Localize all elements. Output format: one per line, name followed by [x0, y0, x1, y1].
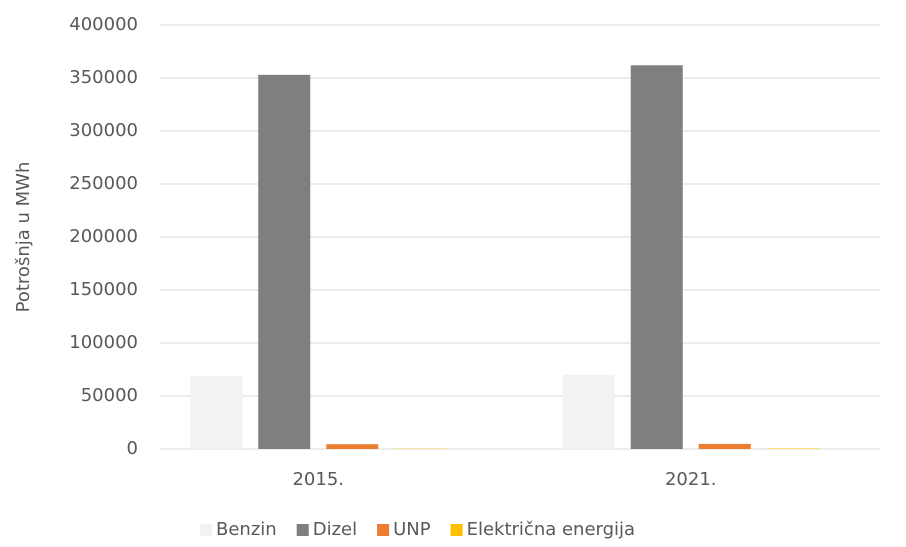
legend-label: Benzin	[216, 519, 277, 540]
legend-swatch	[200, 524, 212, 536]
bar	[767, 448, 819, 449]
x-tick-label: 2021.	[665, 469, 717, 490]
legend-label: Električna energija	[467, 519, 636, 540]
bar	[258, 75, 310, 449]
y-tick-label: 250000	[69, 173, 138, 194]
y-axis-title: Potrošnja u MWh	[13, 162, 34, 313]
y-tick-label: 300000	[69, 120, 138, 141]
y-tick-label: 100000	[69, 332, 138, 353]
legend-label: UNP	[393, 519, 431, 540]
y-tick-label: 400000	[69, 14, 138, 35]
bar	[631, 65, 683, 449]
legend-label: Dizel	[313, 519, 357, 540]
y-tick-label: 0	[127, 438, 138, 459]
legend-swatch	[377, 524, 389, 536]
legend-swatch	[451, 524, 463, 536]
legend-swatch	[297, 524, 309, 536]
bar	[699, 444, 751, 449]
y-tick-label: 350000	[69, 67, 138, 88]
x-tick-label: 2015.	[292, 469, 344, 490]
y-tick-label: 150000	[69, 279, 138, 300]
y-tick-label: 50000	[81, 385, 138, 406]
y-tick-label: 200000	[69, 226, 138, 247]
bar	[326, 444, 378, 449]
bar	[563, 375, 615, 449]
bar	[190, 376, 242, 449]
